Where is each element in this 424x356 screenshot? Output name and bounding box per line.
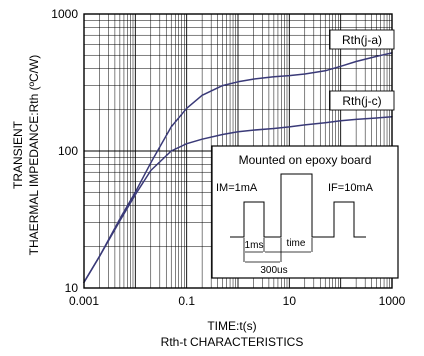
inset-if-label: IF=10mA bbox=[328, 182, 374, 194]
dim-label-time: time bbox=[287, 238, 306, 249]
legend-rth-ja: Rth(j-a) bbox=[329, 29, 395, 50]
dim-label-1ms: 1ms bbox=[245, 240, 264, 251]
inset-title: Mounted on epoxy board bbox=[239, 153, 372, 167]
x-tick-label: 10 bbox=[283, 294, 297, 308]
x-tick-label: 0.1 bbox=[178, 294, 195, 308]
legend-rth-ja-box bbox=[329, 29, 395, 50]
series-line-rth-jc bbox=[83, 115, 393, 284]
dim-label-300us: 300us bbox=[260, 265, 287, 276]
tick-labels: 0.001 0.1 10 1000 10 100 1000 bbox=[51, 7, 405, 308]
legend-rth-jc-box bbox=[329, 90, 395, 111]
inset-im-label: IM=1mA bbox=[216, 182, 258, 194]
legend-rth-jc: Rth(j-c) bbox=[329, 90, 395, 111]
curves bbox=[83, 52, 393, 284]
y-axis-label-line1: TRANSIENT bbox=[11, 120, 25, 189]
x-tick-label: 1000 bbox=[379, 294, 406, 308]
chart-caption: Rth-t CHARACTERISTICS bbox=[161, 335, 304, 349]
y-axis-label-line2: THAERMAL IMPEDANCE:Rth (ºC/W) bbox=[27, 55, 41, 256]
series-line-rth-ja bbox=[83, 52, 393, 284]
pulse-waveform bbox=[230, 173, 366, 238]
inset-frame bbox=[211, 145, 399, 279]
y-tick-label: 100 bbox=[58, 144, 78, 158]
y-tick-label: 1000 bbox=[51, 7, 78, 21]
legend-rth-jc-label: Rth(j-c) bbox=[342, 94, 381, 108]
x-tick-label: 0.001 bbox=[69, 294, 99, 308]
inset-box: Mounted on epoxy board IM=1mA IF=10mA 1m… bbox=[211, 145, 399, 279]
x-axis-label: TIME:t(s) bbox=[207, 319, 256, 333]
legend-rth-ja-label: Rth(j-a) bbox=[342, 33, 382, 47]
y-tick-label: 10 bbox=[65, 281, 79, 295]
